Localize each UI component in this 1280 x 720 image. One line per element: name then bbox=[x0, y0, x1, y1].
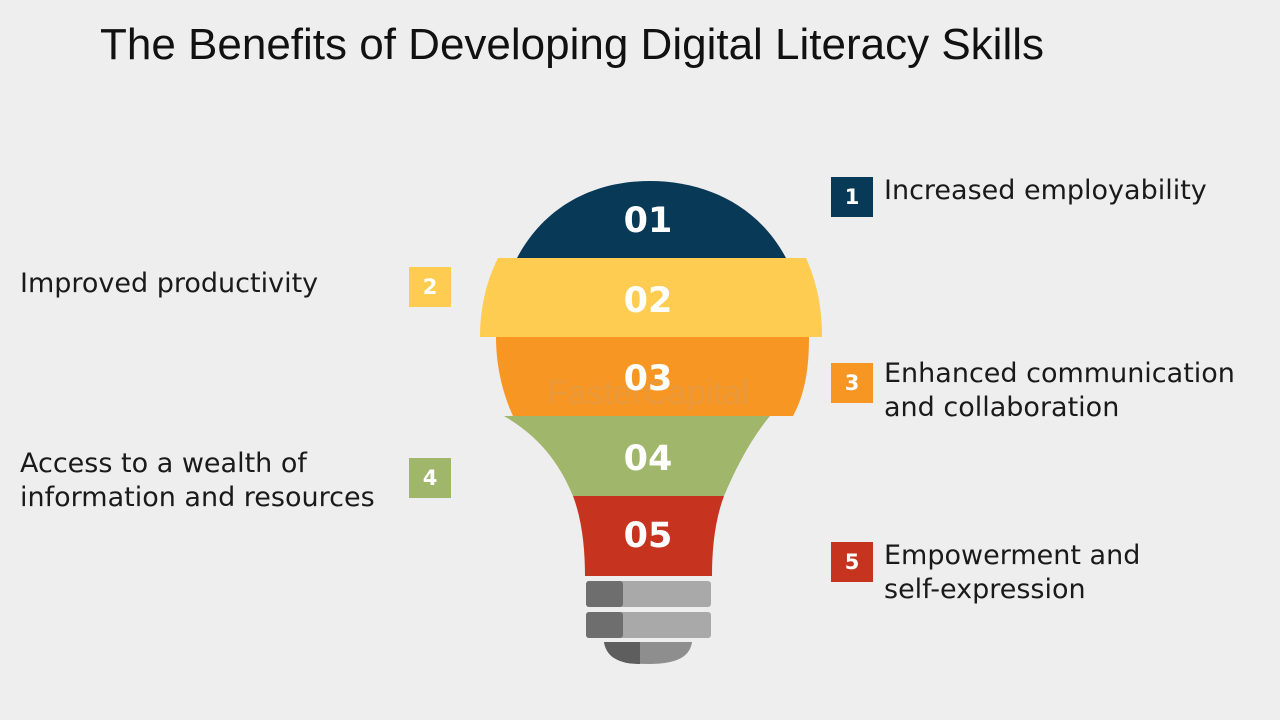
segment-number-05: 05 bbox=[624, 516, 673, 556]
benefit-label-5: Empowerment and self-expression bbox=[884, 540, 1141, 605]
benefit-badge-2: 2 bbox=[409, 267, 451, 307]
segment-number-03: 03 bbox=[624, 359, 673, 399]
benefit-badge-4: 4 bbox=[409, 458, 451, 498]
bulb-segment-05 bbox=[573, 496, 724, 576]
page-title: The Benefits of Developing Digital Liter… bbox=[100, 20, 1045, 69]
benefit-label-2: Improved productivity bbox=[20, 268, 319, 299]
benefit-badge-5: 5 bbox=[831, 542, 873, 582]
segment-number-04: 04 bbox=[624, 439, 673, 479]
benefit-label-4: Access to a wealth of information and re… bbox=[20, 448, 375, 513]
benefit-badge-1: 1 bbox=[831, 177, 873, 217]
bulb-segment-04 bbox=[504, 416, 770, 496]
benefit-badge-3: 3 bbox=[831, 363, 873, 403]
bulb-base bbox=[586, 581, 711, 664]
segment-number-01: 01 bbox=[624, 201, 673, 241]
bulb-segment-01 bbox=[517, 181, 786, 258]
segment-number-02: 02 bbox=[624, 281, 673, 321]
watermark: FasterCapital bbox=[547, 374, 749, 412]
benefit-label-1: Increased employability bbox=[884, 175, 1207, 206]
bulb-segment-02 bbox=[480, 258, 822, 337]
bulb-segment-03 bbox=[496, 337, 809, 416]
benefit-label-3: Enhanced communication and collaboration bbox=[884, 358, 1235, 423]
